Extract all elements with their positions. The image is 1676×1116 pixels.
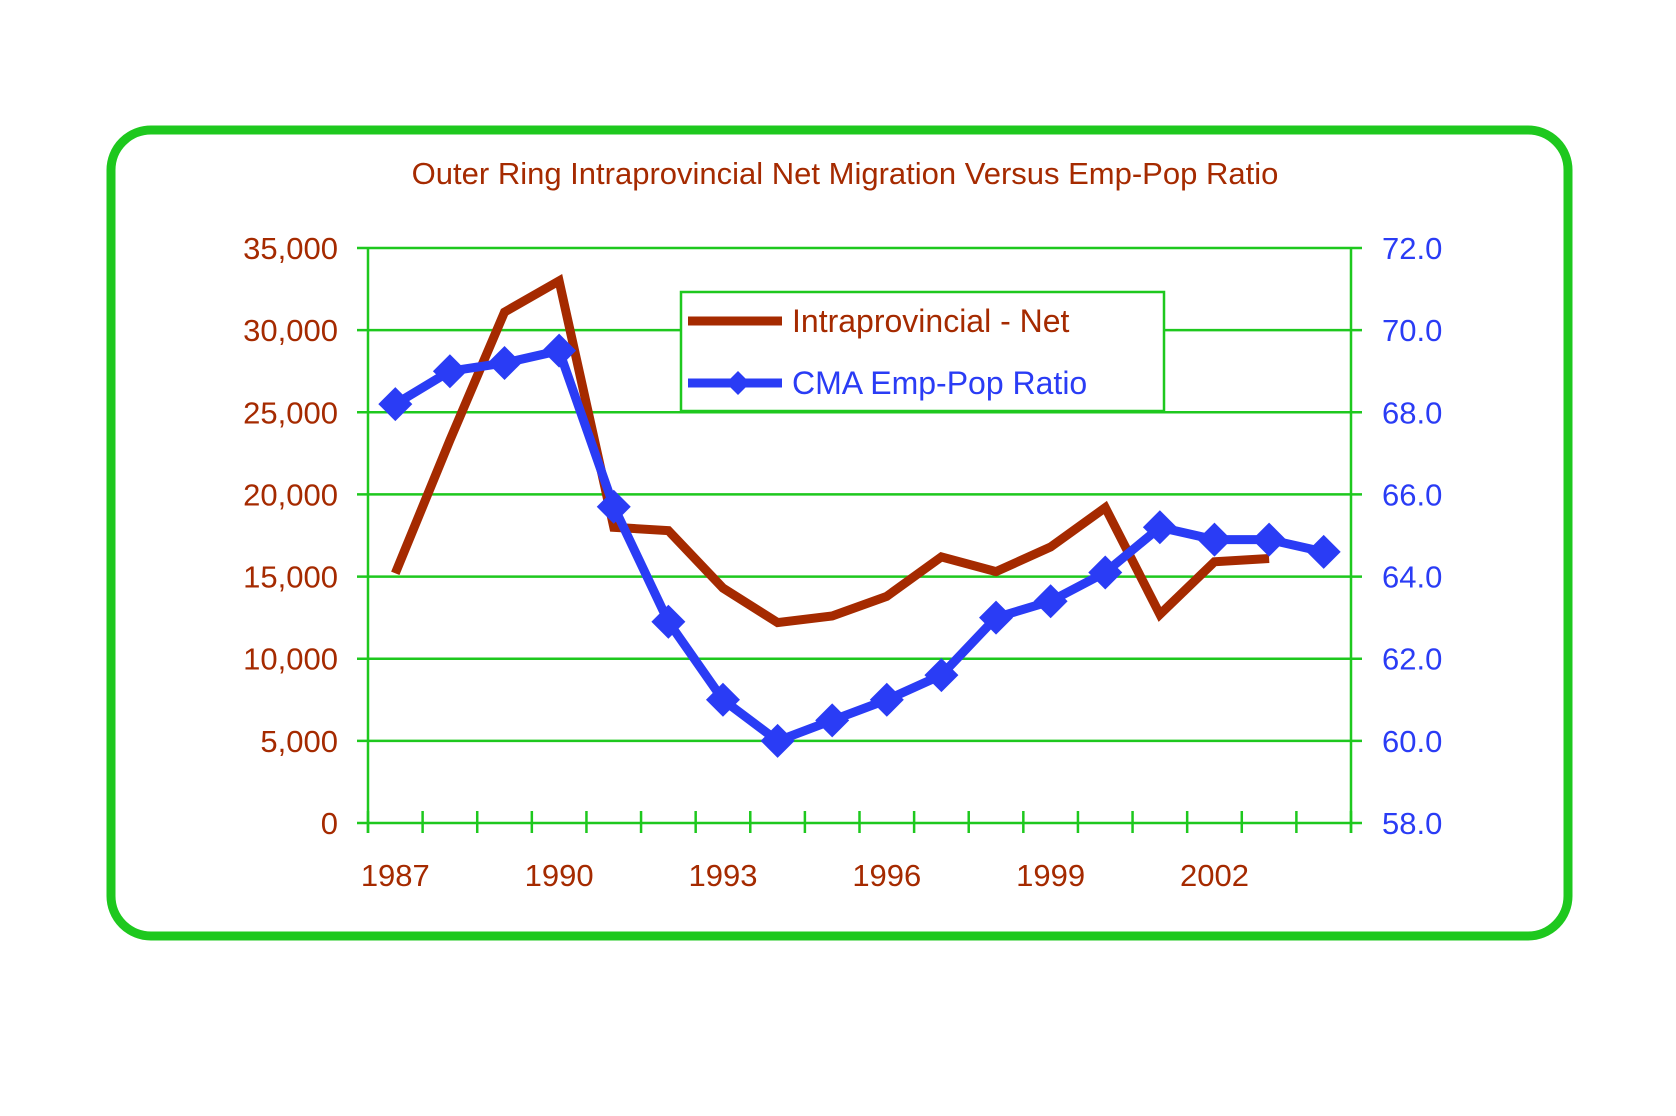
y-right-tick-label: 64.0 [1382,560,1442,595]
data-point-cma-emp-pop-ratio [1252,522,1287,557]
data-point-cma-emp-pop-ratio [596,489,631,524]
x-tick-label: 1990 [525,858,594,893]
data-point-cma-emp-pop-ratio [979,600,1014,635]
data-point-cma-emp-pop-ratio [432,354,467,389]
y-right-tick-label: 58.0 [1382,806,1442,841]
legend: Intraprovincial - Net CMA Emp-Pop Ratio [679,290,1166,413]
series [378,273,1341,758]
x-tick-label: 1993 [688,858,757,893]
axes: 0 5,000 10,000 15,000 20,000 25,000 30,000 35,0… [243,231,1442,893]
x-tick-label: 2002 [1180,858,1249,893]
y-left-tick-label: 30,000 [243,313,338,348]
legend-label-cma-emp-pop-ratio: CMA Emp-Pop Ratio [792,365,1087,401]
x-tick-label: 1999 [1016,858,1085,893]
y-right-tick-label: 68.0 [1382,395,1442,430]
y-left-tick-label: 35,000 [243,231,338,266]
data-point-cma-emp-pop-ratio [1197,522,1232,557]
legend-box [679,290,1166,413]
y-right-tick-label: 60.0 [1382,724,1442,759]
chart-frame [106,125,1573,941]
x-tick-label: 1987 [361,858,430,893]
data-point-cma-emp-pop-ratio [378,387,413,422]
data-point-cma-emp-pop-ratio [542,333,577,368]
y-left-tick-label: 0 [321,806,338,841]
legend-label-intraprovincial-net: Intraprovincial - Net [792,303,1070,339]
data-point-cma-emp-pop-ratio [1088,555,1123,590]
y-left-tick-label: 25,000 [243,395,338,430]
legend-diamond-marker-icon [726,371,750,395]
data-point-cma-emp-pop-ratio [487,346,522,380]
y-left-tick-label: 20,000 [243,477,338,512]
chart-title: Outer Ring Intraprovincial Net Migration… [412,156,1279,191]
data-point-cma-emp-pop-ratio [705,682,740,717]
y-right-tick-label: 72.0 [1382,231,1442,266]
data-point-cma-emp-pop-ratio [1033,584,1068,619]
data-point-cma-emp-pop-ratio [924,658,959,693]
y-right-tick-label: 66.0 [1382,477,1442,512]
x-tick-label: 1996 [852,858,921,893]
y-right-tick-label: 62.0 [1382,642,1442,677]
y-right-tick-label: 70.0 [1382,313,1442,348]
data-point-cma-emp-pop-ratio [651,604,686,639]
y-left-tick-label: 5,000 [260,724,338,759]
data-point-cma-emp-pop-ratio [1306,534,1341,569]
data-point-cma-emp-pop-ratio [1142,510,1177,545]
series-line-intraprovincial-net [391,273,1270,628]
data-point-cma-emp-pop-ratio [815,703,850,738]
y-left-tick-label: 15,000 [243,560,338,595]
data-point-cma-emp-pop-ratio [760,723,795,758]
y-left-tick-label: 10,000 [243,642,338,677]
data-point-cma-emp-pop-ratio [869,682,904,717]
